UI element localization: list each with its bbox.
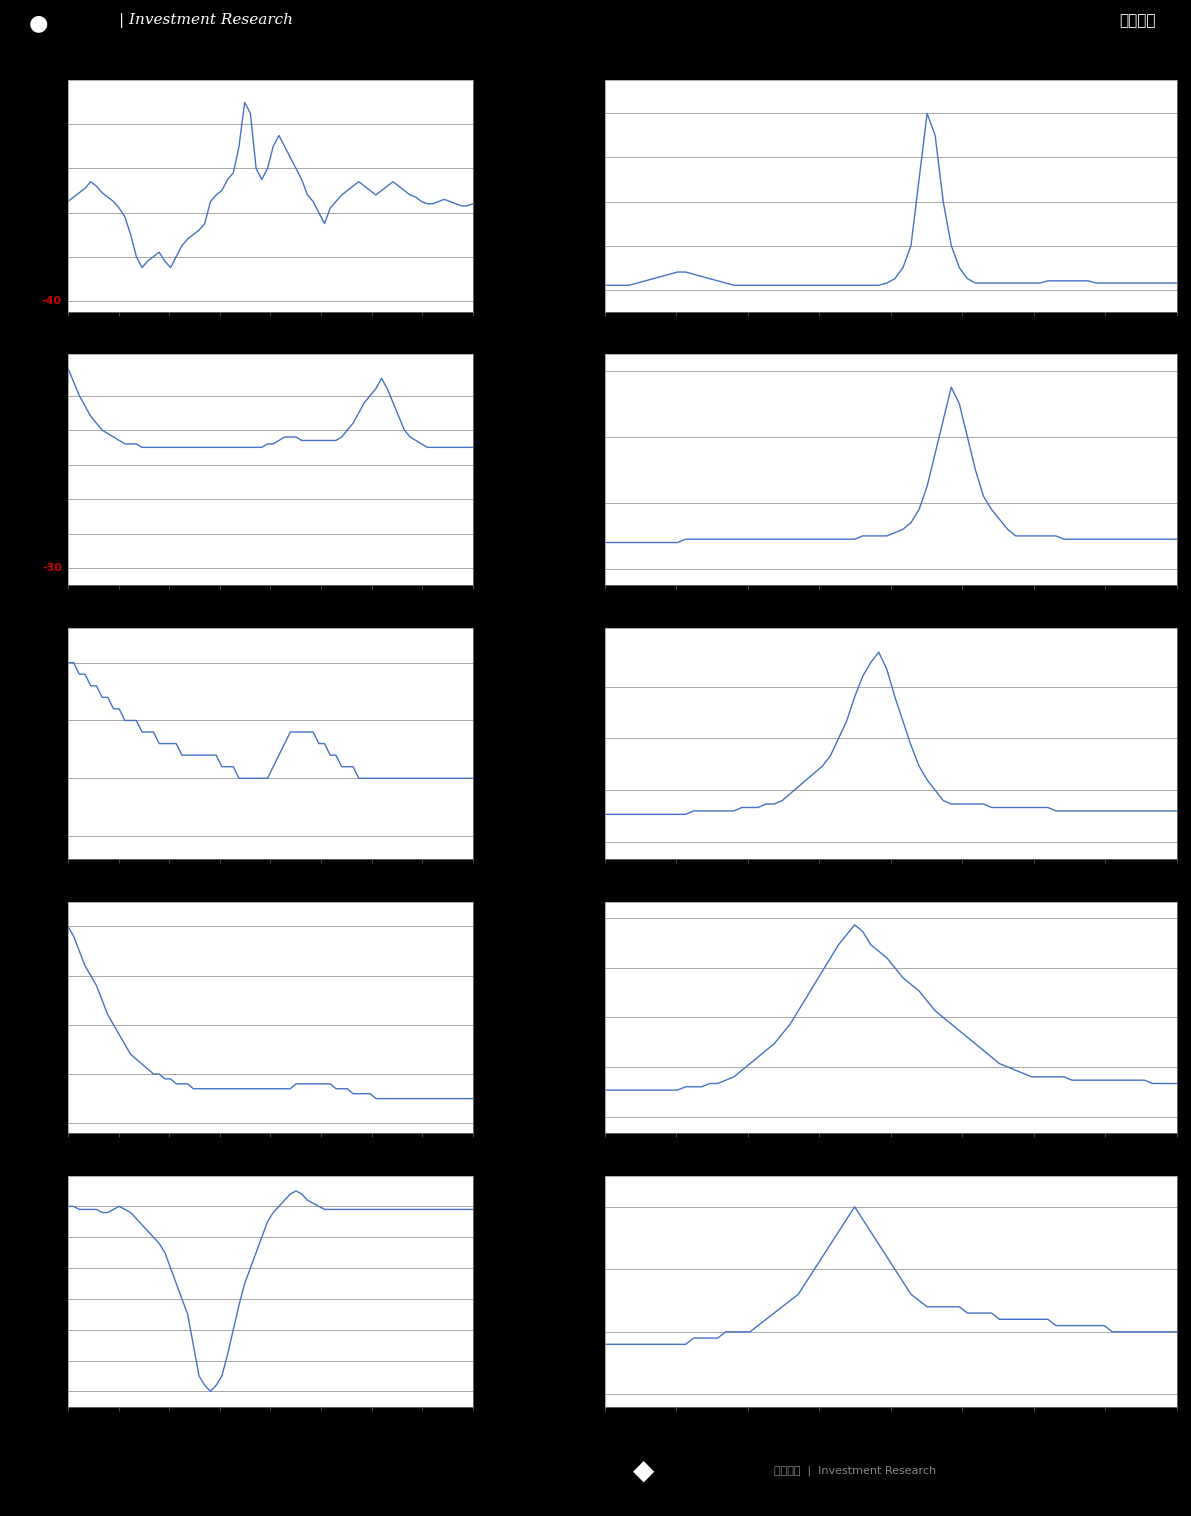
Text: | Investment Research: | Investment Research (119, 14, 293, 27)
Text: ●: ● (29, 12, 49, 33)
Text: 广州证券  |  Investment Research: 广州证券 | Investment Research (774, 1466, 936, 1475)
Text: -40: -40 (42, 296, 62, 306)
Text: -30: -30 (42, 564, 62, 573)
Text: 估値周报: 估値周报 (1118, 14, 1155, 27)
Text: ◆: ◆ (632, 1457, 654, 1484)
